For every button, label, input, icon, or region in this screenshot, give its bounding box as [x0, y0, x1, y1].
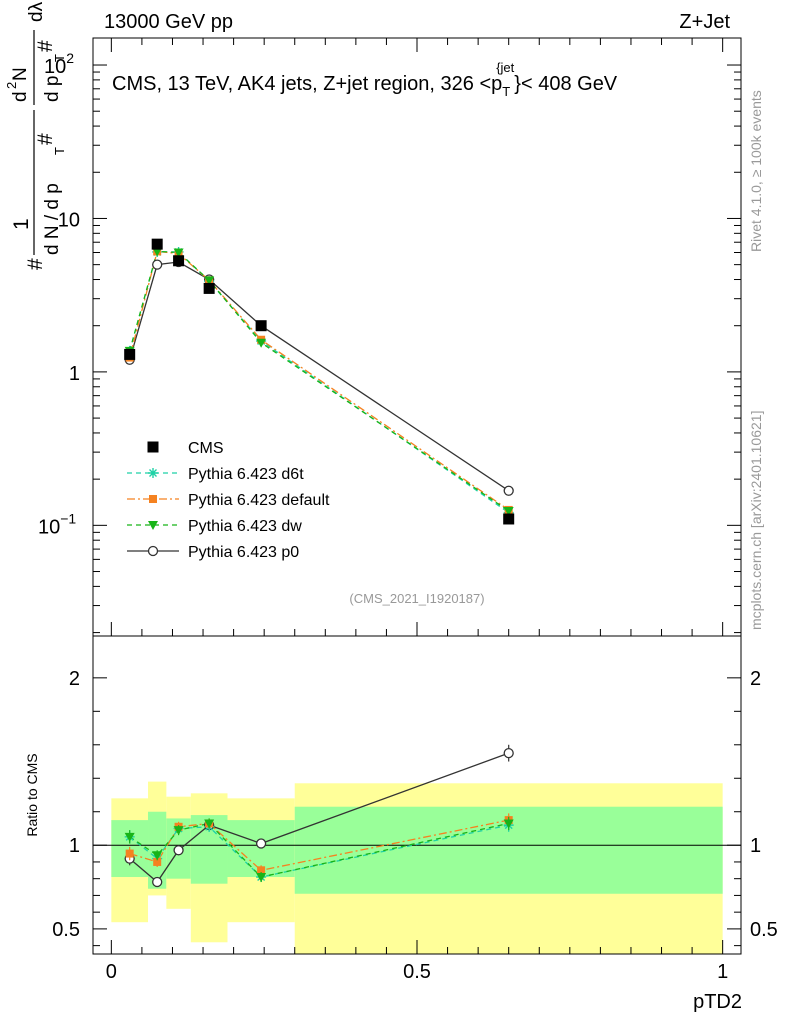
- ratio-point-pythia-6-423-p0-5: [503, 748, 514, 759]
- ratio-y-tick-label-left-1: 1: [69, 835, 80, 857]
- legend-label-pythia-6-423-dw: Pythia 6.423 dw: [188, 518, 302, 535]
- svg-text:T: T: [52, 54, 67, 62]
- ratio-y-tick-label-right-2: 2: [750, 668, 761, 690]
- header-right: Z+Jet: [679, 11, 730, 33]
- ratio-point-pythia-6-423-default-1: [153, 857, 162, 866]
- ref-text: (CMS_2021_I1920187): [349, 591, 484, 606]
- svg-text:#: #: [34, 133, 57, 145]
- ratio-y-tick-label-left-2: 2: [69, 668, 80, 690]
- ratio-line-pythia-6-423-d6t: [129, 824, 509, 878]
- ratio-y-tick-label-left-0: 0.5: [52, 919, 80, 941]
- svg-text:#: #: [34, 40, 57, 52]
- point-cms-5: [503, 513, 515, 525]
- svg-text:T: T: [52, 147, 67, 155]
- main-y-tick-label-1: 10: [58, 209, 80, 231]
- legend-marker-cms: [147, 441, 159, 453]
- ratio-point-pythia-6-423-dw-5: [503, 819, 514, 829]
- point-pythia-6-423-dw-3: [204, 276, 215, 286]
- point-pythia-6-423-dw-5: [503, 506, 514, 516]
- chart-title: CMS, 13 TeV, AK4 jets, Z+jet region, 326…: [112, 60, 618, 99]
- ratio-point-pythia-6-423-dw-2: [173, 826, 184, 836]
- svg-text:2: 2: [4, 82, 19, 89]
- legend-label-cms: CMS: [188, 440, 224, 457]
- point-cms-1: [151, 238, 163, 250]
- ratio-point-pythia-6-423-default-0: [125, 849, 134, 858]
- ratio-point-pythia-6-423-dw-4: [256, 873, 267, 883]
- ratio-point-pythia-6-423-dw-3: [204, 819, 215, 829]
- main-y-tick-label-3: 10−1: [38, 510, 76, 538]
- point-pythia-6-423-dw-4: [256, 338, 267, 348]
- point-pythia-6-423-p0-5: [503, 485, 514, 496]
- ratio-point-pythia-6-423-p0-4: [255, 838, 267, 849]
- ratio-point-pythia-6-423-default-4: [257, 866, 266, 875]
- ratio-ylabel: Ratio to CMS: [24, 753, 40, 836]
- ratio-point-pythia-6-423-p0-1: [152, 876, 163, 888]
- ratio-y-tick-label-right-0: 0.5: [750, 919, 778, 941]
- svg-text:d: d: [10, 91, 31, 102]
- legend-marker-pythia-6-423-default: [149, 495, 157, 503]
- header-left: 13000 GeV pp: [104, 11, 233, 33]
- point-pythia-6-423-p0-1: [152, 259, 163, 270]
- ratio-y-axis: 0.5 0.5 1 1 2 2: [52, 668, 778, 947]
- x-axis-label: pTD2: [693, 991, 742, 1013]
- point-cms-0: [124, 348, 136, 360]
- ratio-line-pythia-6-423-default: [129, 819, 509, 872]
- svg-text:#: #: [24, 258, 47, 270]
- main-y-tick-label-0: 102: [44, 50, 74, 78]
- ratio-point-pythia-6-423-dw-1: [152, 851, 163, 861]
- ratio-point-pythia-6-423-dw-0: [124, 832, 135, 842]
- svg-text:dλ: dλ: [26, 1, 47, 22]
- ratio-point-pythia-6-423-p0-2: [173, 845, 184, 856]
- main-y-axis: 102 10 1 10−1: [38, 50, 741, 634]
- x-tick-label-0: 0: [106, 961, 117, 983]
- point-pythia-6-423-dw-2: [173, 248, 184, 258]
- main-y-tick-label-2: 1: [69, 363, 80, 385]
- point-cms-3: [203, 282, 215, 294]
- legend-label-pythia-6-423-p0: Pythia 6.423 p0: [188, 544, 299, 561]
- mcplots-label: mcplots.cern.ch [arXiv:2401.10621]: [748, 411, 764, 630]
- ratio-line-pythia-6-423-p0: [129, 752, 509, 883]
- legend-marker-pythia-6-423-d6t: [148, 468, 158, 478]
- legend-label-pythia-6-423-d6t: Pythia 6.423 d6t: [188, 466, 304, 483]
- legend: CMS Pythia 6.423 d6t Pythia 6.423 default P…: [127, 440, 330, 561]
- point-cms-2: [173, 255, 185, 267]
- x-tick-label-1: 0.5: [403, 961, 431, 983]
- svg-text:1: 1: [10, 218, 33, 230]
- ratio-y-tick-label-right-1: 1: [750, 835, 761, 857]
- legend-marker-pythia-6-423-dw: [148, 521, 158, 530]
- line-pythia-6-423-dw: [129, 250, 510, 512]
- x-axis: 0 0.5 1: [106, 38, 728, 983]
- main-ylabel: # 1 d N / d p T # d 2 N d p T # dλ: [4, 1, 67, 270]
- svg-text:N: N: [10, 67, 31, 81]
- svg-text:d p: d p: [42, 76, 63, 102]
- x-tick-label-2: 1: [717, 961, 728, 983]
- ratio-plot: [93, 744, 741, 954]
- legend-marker-pythia-6-423-p0: [147, 545, 159, 557]
- line-pythia-6-423-p0: [129, 261, 510, 492]
- point-cms-4: [255, 320, 267, 332]
- rivet-label: Rivet 4.1.0, ≥ 100k events: [748, 90, 764, 252]
- main-plot: [124, 238, 515, 525]
- legend-label-pythia-6-423-default: Pythia 6.423 default: [188, 492, 330, 509]
- svg-text:d N / d p: d N / d p: [42, 183, 63, 255]
- ratio-line-pythia-6-423-dw: [129, 822, 509, 878]
